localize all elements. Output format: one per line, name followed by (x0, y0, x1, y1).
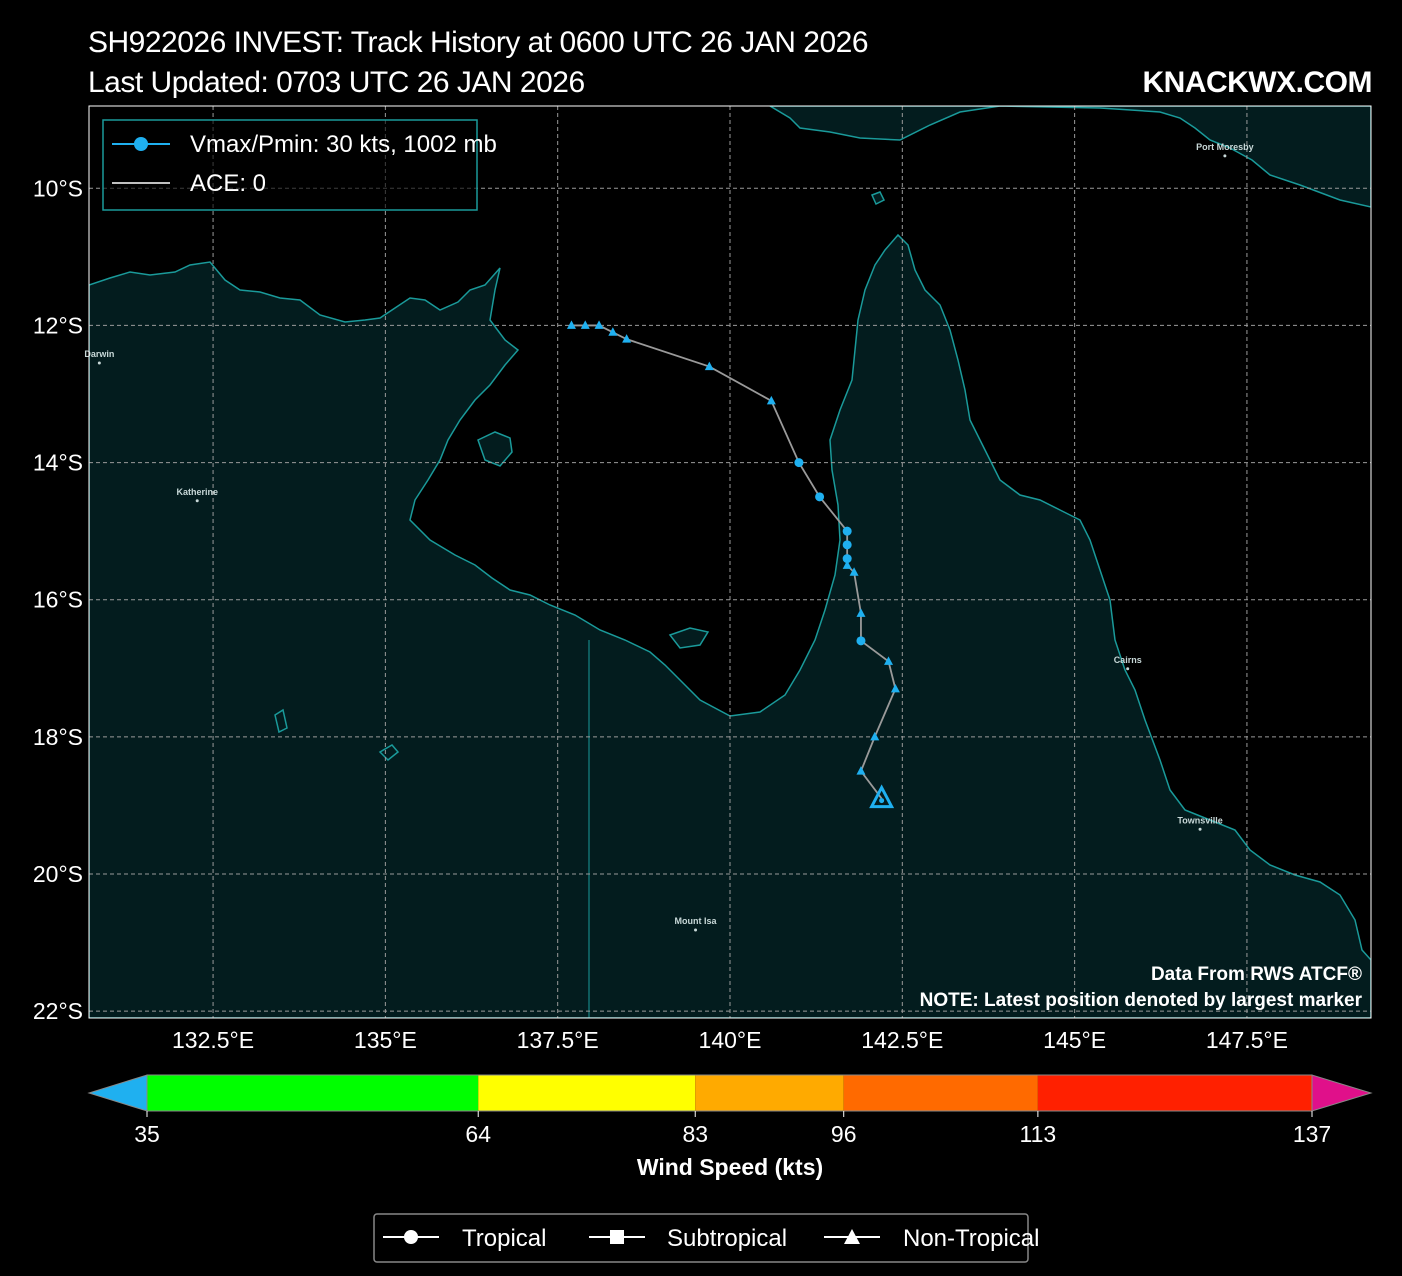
colorbar-tick-label: 64 (465, 1121, 491, 1147)
legend-subtropical: Subtropical (667, 1225, 787, 1252)
track-point-nontropical (580, 320, 590, 329)
landmass-australia (89, 233, 1371, 1018)
city-dot (694, 928, 698, 932)
city-dot (195, 499, 199, 503)
x-tick-label: 142.5°E (861, 1027, 943, 1053)
city-label: Cairns (1114, 655, 1142, 665)
city-dot (1198, 827, 1202, 831)
track-point-tropical (842, 526, 852, 536)
track-point-tropical (842, 554, 852, 564)
data-source-note: Data From RWS ATCF® (1151, 964, 1362, 985)
track-point-nontropical (704, 361, 714, 371)
x-tick-label: 140°E (699, 1027, 762, 1053)
city-label: Port Moresby (1196, 142, 1254, 152)
city-label: Mount Isa (675, 916, 718, 926)
map-land-layer (89, 106, 1371, 1018)
y-tick-label: 10°S (33, 175, 83, 201)
track-point-nontropical (622, 334, 632, 343)
island-small (274, 708, 288, 734)
storm-type-legend: Tropical Subtropical Non-Tropical (373, 1213, 1040, 1263)
track-point-tropical (842, 540, 852, 550)
nontropical-triangle-icon (844, 1229, 860, 1244)
track-point-nontropical (890, 683, 900, 693)
track-point-nontropical (884, 656, 894, 665)
island-tip-fragment (870, 191, 886, 206)
city-dot (1223, 154, 1227, 158)
track-point-nontropical (842, 560, 852, 569)
landmass-new-guinea (768, 106, 1371, 208)
brand-logo: KNACKWX.COM (1142, 66, 1373, 99)
colorbar-band (695, 1075, 844, 1111)
vmax-marker-sample (134, 137, 148, 151)
city-labels: Darwin Katherine Mount Isa Cairns Townsville… (84, 142, 1254, 932)
colorbar-title: Wind Speed (kts) (637, 1154, 823, 1180)
colorbar-under-arrow (87, 1074, 148, 1112)
storm-info-legend: Vmax/Pmin: 30 kts, 1002 mb ACE: 0 (102, 119, 497, 211)
colorbar-tick-label: 83 (682, 1121, 708, 1147)
ace-label: ACE: 0 (190, 170, 266, 197)
storm-type-legend-box (373, 1213, 1029, 1263)
track-point-nontropical (566, 320, 576, 329)
storm-track (566, 320, 900, 809)
y-axis-ticks: 10°S 12°S 14°S 16°S 18°S 20°S 22°S (33, 175, 83, 1024)
storm-info-legend-box (102, 119, 478, 211)
colorbar-band (1037, 1075, 1312, 1111)
colorbar-band (478, 1075, 696, 1111)
tropical-circle-icon (404, 1230, 418, 1244)
city-dot (97, 361, 101, 365)
city-label: Townsville (1177, 815, 1222, 825)
track-point-nontropical (594, 320, 604, 329)
x-tick-label: 137.5°E (517, 1027, 599, 1053)
grid-lines (89, 106, 1371, 1018)
legend-tropical: Tropical (462, 1225, 546, 1252)
island-mornington (668, 627, 710, 649)
y-tick-label: 12°S (33, 312, 83, 338)
y-tick-label: 18°S (33, 724, 83, 750)
track-point-tropical (815, 492, 825, 502)
latest-position-note: NOTE: Latest position denoted by largest… (920, 990, 1363, 1011)
x-tick-label: 145°E (1043, 1027, 1106, 1053)
vmax-pmin-label: Vmax/Pmin: 30 kts, 1002 mb (190, 131, 497, 158)
y-tick-label: 22°S (33, 998, 83, 1024)
track-point-nontropical (870, 731, 880, 741)
colorbar-over-arrow (1311, 1074, 1373, 1112)
chart-title: SH922026 INVEST: Track History at 0600 U… (88, 26, 869, 59)
track-point-latest (869, 784, 895, 809)
track-point-nontropical (608, 327, 618, 336)
legend-non-tropical: Non-Tropical (903, 1225, 1040, 1252)
x-axis-ticks: 132.5°E 135°E 137.5°E 140°E 142.5°E 145°E 147.… (172, 1027, 1288, 1053)
track-point-nontropical (766, 395, 776, 405)
track-point-nontropical (856, 608, 866, 617)
track-point-nontropical (856, 766, 866, 775)
colorbar-tick-label: 113 (1020, 1121, 1057, 1147)
track-point-nontropical (849, 567, 859, 576)
track-point-latest-center (879, 798, 885, 804)
colorbar-frame (146, 1074, 1313, 1112)
wind-speed-colorbar: 35 64 83 96 113 137 (87, 1074, 1373, 1147)
track-point-tropical (856, 636, 866, 646)
subtropical-square-icon (610, 1230, 624, 1244)
x-tick-label: 135°E (354, 1027, 417, 1053)
colorbar-tick-label: 35 (134, 1121, 160, 1147)
island-groote-eylandt (477, 431, 513, 467)
city-label: Katherine (176, 487, 218, 497)
map-frame (88, 105, 1372, 1019)
colorbar-tick-label: 96 (831, 1121, 857, 1147)
colorbar-tick-label: 137 (1293, 1121, 1331, 1147)
y-tick-label: 20°S (33, 861, 83, 887)
track-point-tropical (794, 458, 804, 468)
city-dot (1126, 667, 1130, 671)
y-tick-label: 14°S (33, 450, 83, 476)
x-tick-label: 147.5°E (1206, 1027, 1288, 1053)
city-label: Darwin (84, 349, 114, 359)
y-tick-label: 16°S (33, 587, 83, 613)
last-updated: Last Updated: 0703 UTC 26 JAN 2026 (88, 66, 585, 99)
x-tick-label: 132.5°E (172, 1027, 254, 1053)
colorbar-band (147, 1075, 479, 1111)
colorbar-band (843, 1075, 1038, 1111)
